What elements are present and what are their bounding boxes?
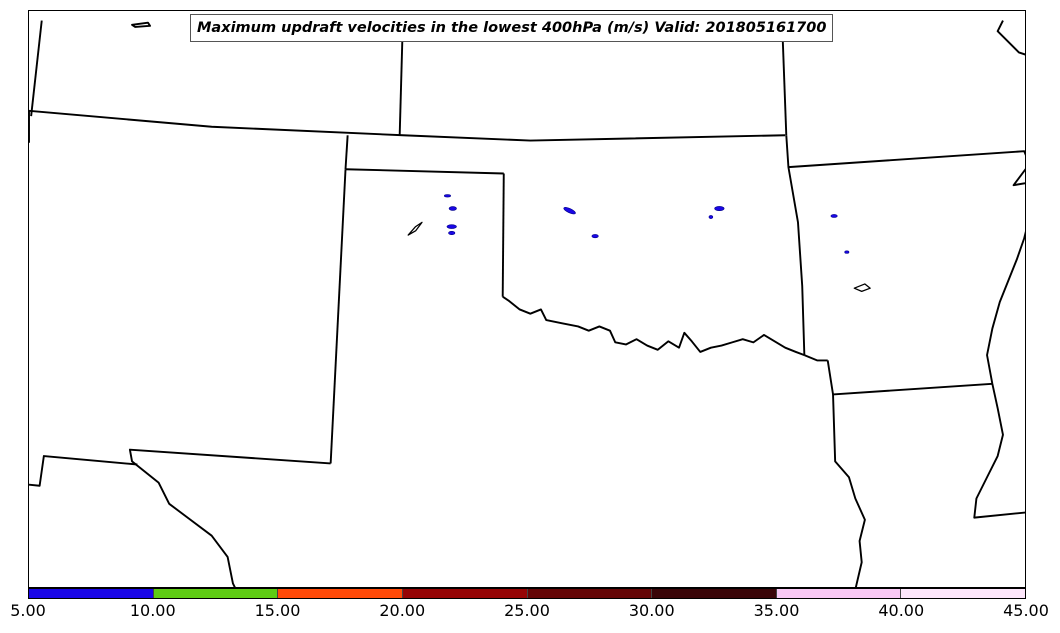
border-ok-panhandle-west xyxy=(344,135,349,170)
colorbar-tick-label: 45.00 xyxy=(1003,601,1049,620)
border-co-north-extension xyxy=(30,20,43,117)
small-lake-top xyxy=(131,21,152,28)
updraft-cell xyxy=(844,250,850,254)
border-ok-panhandle-north xyxy=(345,168,504,175)
updraft-cell xyxy=(708,215,714,219)
updraft-cell xyxy=(563,207,576,215)
lake-small-ok xyxy=(407,221,423,236)
colorbar-segment xyxy=(29,589,154,598)
updraft-cell xyxy=(591,234,599,239)
updraft-cells-layer xyxy=(443,194,850,254)
updraft-cell xyxy=(446,224,457,229)
colorbar-tick-label: 40.00 xyxy=(878,601,925,620)
lake-small-ar xyxy=(853,283,871,293)
updraft-cell xyxy=(714,206,725,211)
map-title: Maximum updraft velocities in the lowest… xyxy=(197,20,827,36)
colorbar-tick-label: 35.00 xyxy=(753,601,800,620)
colorbar-segment xyxy=(402,589,528,598)
colorbar-segment xyxy=(776,589,902,598)
map-title-box: Maximum updraft velocities in the lowest… xyxy=(190,14,834,42)
colorbar-tick-label: 15.00 xyxy=(254,601,301,620)
border-tx-la xyxy=(832,394,866,587)
border-nm-mx xyxy=(29,455,138,487)
border-ok-ar xyxy=(785,135,806,356)
border-tx-panhandle-west xyxy=(329,169,347,464)
colorbar-tick-label: 20.00 xyxy=(379,601,426,620)
colorbar-tick-label: 30.00 xyxy=(628,601,675,620)
state-borders-map xyxy=(29,20,1025,587)
border-ok-tx-east xyxy=(803,354,828,362)
map-panel xyxy=(28,10,1026,588)
border-ks-ok xyxy=(502,295,805,357)
colorbar-segment xyxy=(901,589,1025,598)
border-illinois xyxy=(996,20,1025,56)
colorbar xyxy=(28,588,1026,599)
updraft-cell xyxy=(448,230,456,235)
border-nm-tx-south xyxy=(128,448,331,587)
colorbar-segment xyxy=(652,589,777,598)
colorbar-tick-label: 5.00 xyxy=(10,601,46,620)
updraft-cell xyxy=(448,206,457,211)
colorbar-segment xyxy=(527,589,653,598)
border-north-co-ks xyxy=(29,109,786,142)
updraft-cell xyxy=(443,194,451,198)
colorbar-tick-label: 25.00 xyxy=(504,601,550,620)
colorbar-segment xyxy=(153,589,279,598)
border-mo-ar xyxy=(788,150,1025,187)
colorbar-tick-label: 10.00 xyxy=(129,601,176,620)
colorbar-segment xyxy=(278,589,403,598)
border-ms-river-south xyxy=(973,231,1025,519)
updraft-cell xyxy=(830,214,838,218)
border-panhandle-east xyxy=(501,173,505,297)
